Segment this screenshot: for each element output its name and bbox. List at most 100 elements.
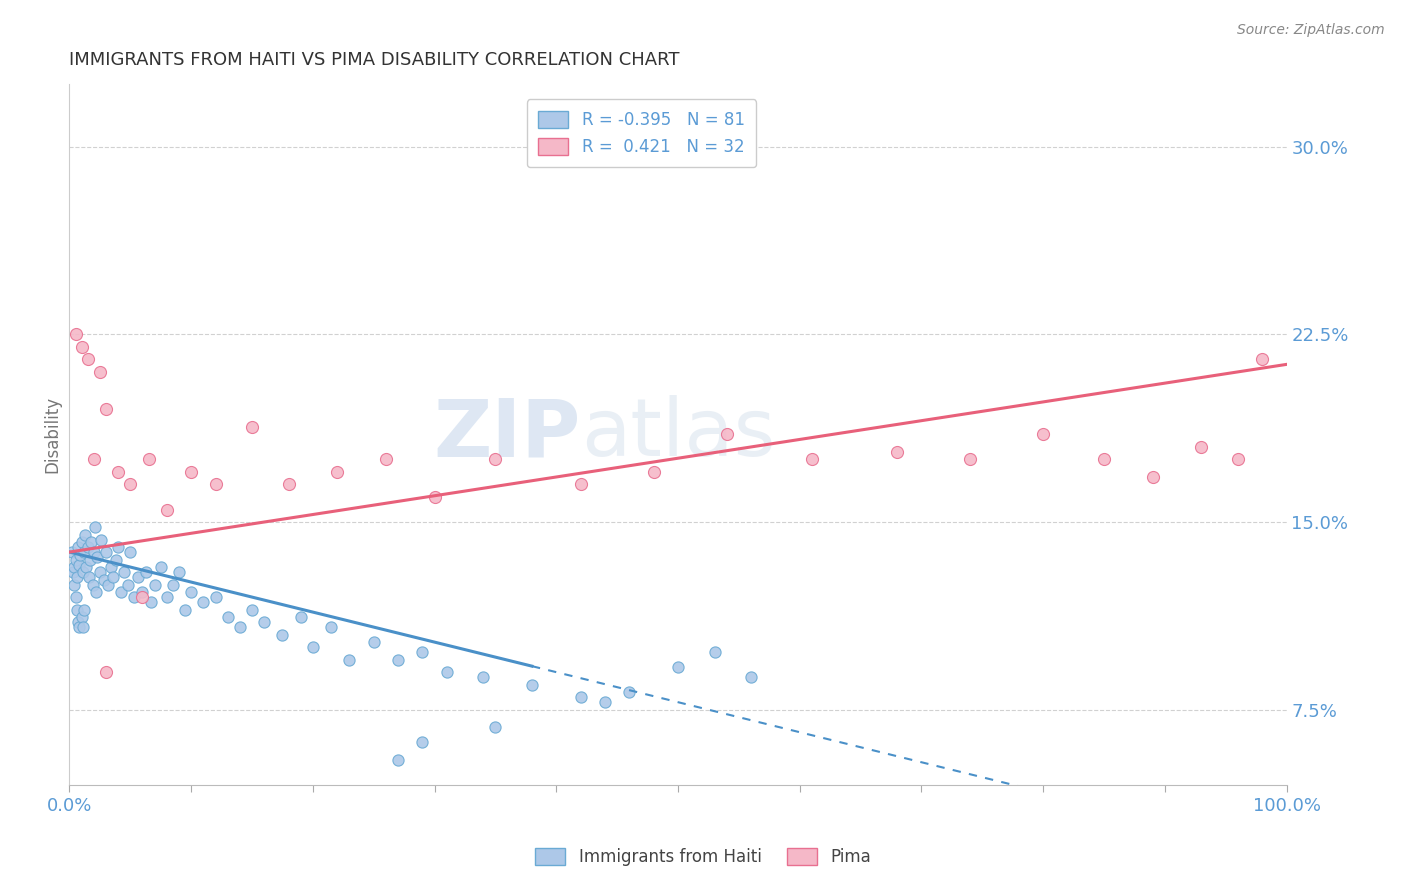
Point [290,610,312,624]
Point [66,615,89,629]
Point [593,695,616,709]
Point [959,452,981,467]
Point [886,445,908,459]
Point [73,545,96,559]
Point [143,577,166,591]
Point [89,565,111,579]
Point [138,452,160,467]
Point [423,490,446,504]
Point [326,465,349,479]
Point [1032,427,1054,442]
Point [82,577,104,591]
Point [569,477,592,491]
Point [569,690,592,705]
Point [89,365,111,379]
Point [716,427,738,442]
Text: atlas: atlas [581,395,775,474]
Point [411,735,433,749]
Point [703,645,725,659]
Point [127,570,149,584]
Point [1092,452,1115,467]
Point [63,560,86,574]
Point [80,535,103,549]
Legend: Immigrants from Haiti, Pima: Immigrants from Haiti, Pima [529,841,877,873]
Point [277,477,299,491]
Point [411,645,433,659]
Point [472,670,495,684]
Point [174,602,197,616]
Point [484,720,506,734]
Point [162,577,184,591]
Point [120,545,142,559]
Point [131,590,153,604]
Point [107,540,129,554]
Point [63,577,86,591]
Point [83,452,105,467]
Point [800,452,823,467]
Point [229,620,252,634]
Point [76,352,98,367]
Point [321,620,343,634]
Point [253,615,276,629]
Point [193,595,215,609]
Point [76,540,98,554]
Point [104,552,127,566]
Text: ZIP: ZIP [433,395,581,474]
Point [94,402,117,417]
Point [240,420,263,434]
Point [94,665,117,680]
Y-axis label: Disability: Disability [44,396,60,473]
Point [204,477,226,491]
Point [112,565,135,579]
Text: IMMIGRANTS FROM HAITI VS PIMA DISABILITY CORRELATION CHART: IMMIGRANTS FROM HAITI VS PIMA DISABILITY… [69,51,681,69]
Point [387,653,409,667]
Point [72,620,94,634]
Point [93,573,115,587]
Point [69,548,91,562]
Point [66,602,89,616]
Point [240,602,263,616]
Point [666,660,689,674]
Point [103,570,125,584]
Point [740,670,762,684]
Point [66,570,89,584]
Point [73,602,96,616]
Point [84,585,107,599]
Point [271,627,294,641]
Point [70,610,93,624]
Point [1142,470,1164,484]
Point [374,452,396,467]
Point [86,549,108,564]
Point [156,502,179,516]
Point [1226,452,1249,467]
Point [65,552,87,566]
Point [90,533,112,547]
Point [107,465,129,479]
Point [180,585,202,599]
Legend: R = -0.395   N = 81, R =  0.421   N = 32: R = -0.395 N = 81, R = 0.421 N = 32 [527,100,756,168]
Point [65,590,87,604]
Point [643,465,665,479]
Point [67,620,90,634]
Point [77,570,100,584]
Point [110,585,132,599]
Point [60,545,83,559]
Point [100,560,122,574]
Point [1189,440,1212,454]
Point [97,577,120,591]
Point [204,590,226,604]
Point [149,560,172,574]
Point [65,327,87,342]
Point [122,590,145,604]
Text: Source: ZipAtlas.com: Source: ZipAtlas.com [1237,23,1385,37]
Point [139,595,162,609]
Point [75,527,97,541]
Point [484,452,506,467]
Point [520,678,543,692]
Point [217,610,239,624]
Point [83,545,105,559]
Point [72,565,94,579]
Point [62,565,84,579]
Point [94,545,117,559]
Point [436,665,458,680]
